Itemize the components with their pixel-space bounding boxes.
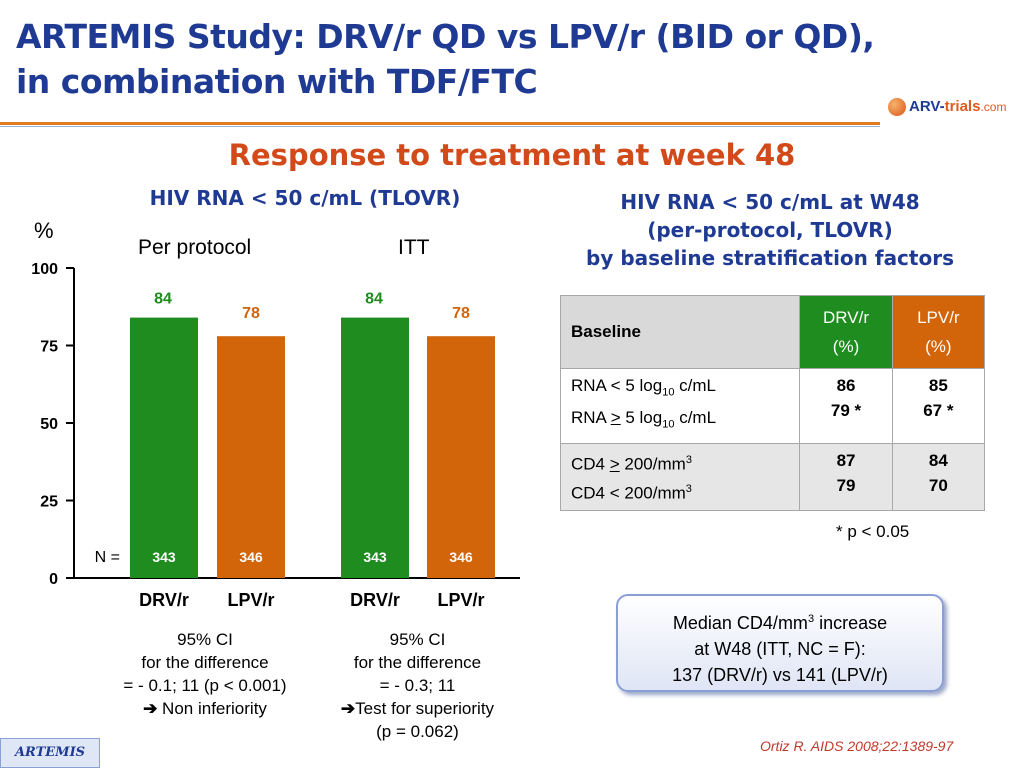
y-tick-label: 75 — [40, 339, 58, 356]
ci-itt: 95% CI for the difference = - 0.3; 11 ➔T… — [340, 630, 495, 741]
bar-drvr — [341, 317, 409, 578]
n-label: N = — [95, 549, 120, 566]
y-tick-label: 100 — [31, 261, 58, 278]
n-value-label: 346 — [449, 549, 473, 565]
x-category-label: LPV/r — [227, 590, 274, 610]
right-arrow-icon: ➔ — [143, 699, 158, 718]
response-bar-chart: 0 25 50 75 100 84 343 DRV/r 78 346 LPV/r 84 343 DRV/r… — [31, 261, 520, 610]
slide-title: ARTEMIS Study: DRV/r QD vs LPV/r (BID or… — [16, 14, 916, 104]
y-tick-label: 50 — [40, 416, 58, 433]
bar-lpvr — [427, 336, 495, 578]
x-category-label: LPV/r — [437, 590, 484, 610]
n-value-label: 343 — [363, 549, 387, 565]
median-cd4-box: Median CD4/mm3 increase at W48 (ITT, NC … — [616, 594, 944, 692]
bar-drvr — [130, 317, 198, 578]
group-label-per-protocol: Per protocol — [138, 236, 252, 259]
n-value-label: 343 — [152, 549, 176, 565]
table-row: CD4 > 200/mm3 CD4 < 200/mm3 87 79 84 70 — [559, 443, 986, 511]
bar-value-label: 78 — [242, 305, 260, 322]
x-category-label: DRV/r — [350, 590, 400, 610]
y-tick-label: 25 — [40, 494, 58, 511]
stratification-table: Baseline DRV/r (%) LPV/r (%) RNA < 5 log10… — [559, 295, 986, 511]
x-category-label: DRV/r — [139, 590, 189, 610]
logo-icon — [888, 98, 906, 117]
title-rule-thin — [0, 126, 880, 127]
significance-note: * p < 0.05 — [836, 522, 910, 541]
bar-value-label: 84 — [365, 291, 383, 308]
header-baseline: Baseline — [559, 295, 801, 369]
title-line-2: in combination with TDF/FTC — [16, 62, 538, 101]
cell-lpv-rna: 85 67 * — [891, 368, 986, 444]
table-header-row: Baseline DRV/r (%) LPV/r (%) — [559, 295, 986, 369]
cell-lpv-cd4: 84 70 — [891, 443, 986, 511]
table-row: RNA < 5 log10 c/mL RNA > 5 log10 c/mL 86… — [559, 368, 986, 444]
slide-subtitle: Response to treatment at week 48 — [228, 138, 796, 172]
y-tick-label: 0 — [49, 571, 58, 588]
bar-lpvr — [217, 336, 285, 578]
y-axis-label: % — [34, 218, 54, 243]
reference-citation: Ortiz R. AIDS 2008;22:1389-97 — [760, 738, 954, 754]
header-drv: DRV/r (%) — [799, 295, 893, 369]
row-label-rna: RNA < 5 log10 c/mL RNA > 5 log10 c/mL — [559, 368, 801, 444]
bar-value-label: 78 — [452, 305, 470, 322]
title-line-1: ARTEMIS Study: DRV/r QD vs LPV/r (BID or… — [16, 17, 875, 56]
cell-drv-cd4: 87 79 — [799, 443, 893, 511]
chart-heading: HIV RNA < 50 c/mL (TLOVR) — [149, 186, 461, 210]
bar-value-label: 84 — [154, 291, 172, 308]
cell-drv-rna: 86 79 * — [799, 368, 893, 444]
title-rule — [0, 122, 880, 125]
ci-per-protocol: 95% CI for the difference = - 0.1; 11 (p… — [123, 630, 287, 718]
group-label-itt: ITT — [398, 236, 430, 259]
arv-trials-logo: ARV-trials.com — [888, 98, 1018, 124]
row-label-cd4: CD4 > 200/mm3 CD4 < 200/mm3 — [559, 443, 801, 511]
n-value-label: 346 — [239, 549, 263, 565]
study-badge: ARTEMIS — [0, 738, 100, 768]
header-lpv: LPV/r (%) — [891, 295, 986, 369]
table-heading: HIV RNA < 50 c/mL at W48 (per-protocol, … — [586, 190, 954, 270]
right-arrow-icon: ➔ — [340, 699, 356, 718]
